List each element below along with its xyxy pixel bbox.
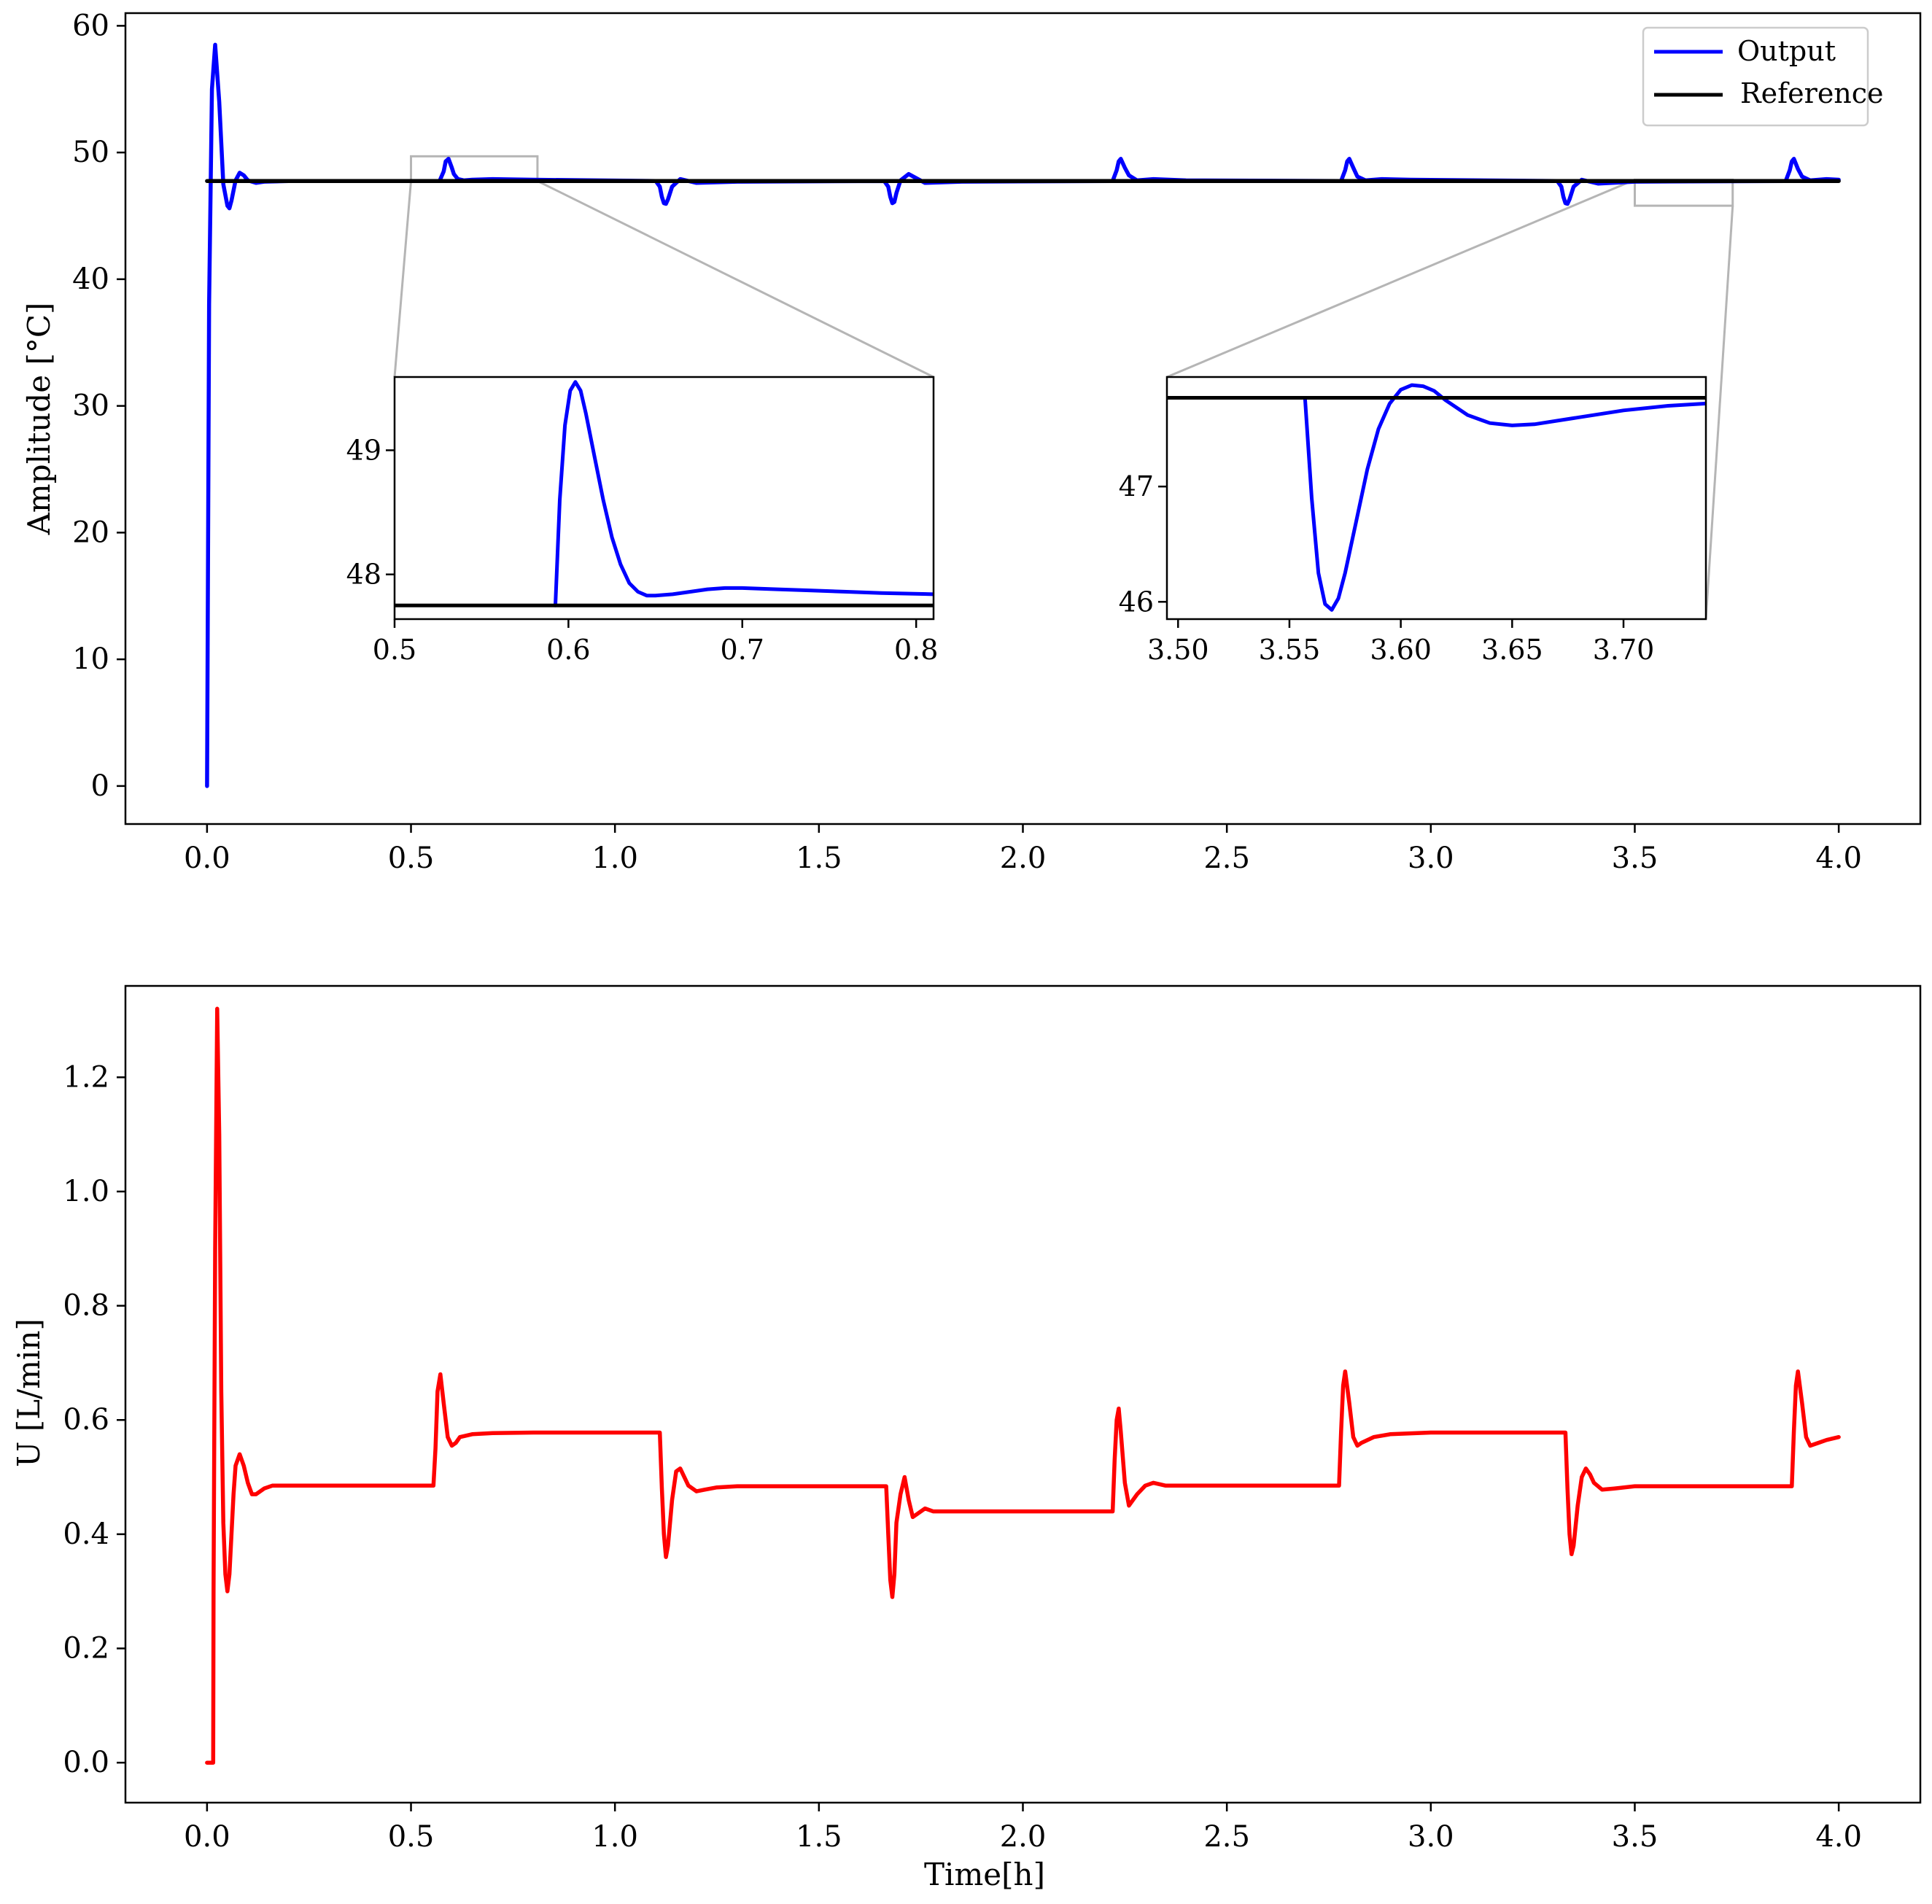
inset-2-series-output-line — [1303, 383, 1706, 612]
temperature-x-tick-label-3: 1.5 — [796, 842, 842, 875]
temperature-y-tick-label-4: 40 — [72, 263, 109, 296]
control-x-tick-label-0: 0.0 — [184, 1820, 230, 1854]
control-series-u-line — [205, 1006, 1841, 1765]
inset-1-lines — [395, 380, 934, 607]
control-y-tick-label-6: 1.2 — [63, 1060, 109, 1094]
inset-2-x-tick-label-4: 3.70 — [1593, 634, 1655, 666]
control-x-axis-label: Time[h] — [924, 1857, 1045, 1892]
inset-1-ticks: 0.5 0.6 0.7 0.8 48 49 — [346, 434, 939, 666]
control-x-tick-label-5: 2.5 — [1203, 1820, 1250, 1854]
control-chart: 0.0 0.5 1.0 1.5 2.0 2.5 3.0 3.5 4.0 0.0 0.2 0.4 0.6 0… — [11, 984, 1922, 1892]
inset-2-y-tick-label-1: 47 — [1119, 470, 1154, 502]
control-x-tick-label-8: 4.0 — [1815, 1820, 1862, 1854]
inset-2-y-tick-label-0: 46 — [1119, 586, 1154, 618]
legend-output-label: Output — [1737, 35, 1836, 67]
temperature-y-tick-label-5: 50 — [72, 136, 109, 169]
inset-2-x-tick-label-1: 3.55 — [1259, 634, 1321, 666]
inset-1-series-output-line — [554, 380, 934, 607]
temperature-lines — [205, 42, 1841, 788]
inset-1-x-tick-label-1: 0.6 — [546, 634, 590, 666]
temperature-x-tick-label-6: 3.0 — [1408, 842, 1454, 875]
inset-2-ticks: 3.50 3.55 3.60 3.65 3.70 46 47 — [1119, 470, 1655, 666]
zoom-rect-1 — [410, 155, 539, 182]
control-axes-frame — [124, 984, 1922, 1804]
temperature-x-tick-label-2: 1.0 — [591, 842, 638, 875]
temperature-x-tick-label-4: 2.0 — [1000, 842, 1047, 875]
zoom-connector-1a — [393, 181, 413, 378]
temperature-y-tick-label-6: 60 — [72, 9, 109, 42]
control-ticks: 0.0 0.5 1.0 1.5 2.0 2.5 3.0 3.5 4.0 0.0 0.2 0.4 0.6 0… — [63, 1060, 1862, 1854]
inset-2-x-tick-label-3: 3.65 — [1481, 634, 1543, 666]
control-x-tick-label-6: 3.0 — [1408, 1820, 1454, 1854]
temperature-y-tick-label-3: 30 — [72, 389, 109, 423]
temperature-y-axis-label: Amplitude [°C] — [21, 303, 57, 536]
zoom-inset-2: 3.50 3.55 3.60 3.65 3.70 46 47 — [1119, 376, 1707, 666]
control-y-tick-label-1: 0.2 — [63, 1632, 109, 1666]
temperature-y-tick-label-2: 20 — [72, 516, 109, 549]
control-x-tick-label-3: 1.5 — [796, 1820, 842, 1854]
temperature-chart: 0.0 0.5 1.0 1.5 2.0 2.5 3.0 3.5 4.0 0 10 20 30 40 50 60… — [21, 9, 1922, 875]
inset-1-x-tick-label-0: 0.5 — [373, 634, 416, 666]
legend: Output Reference — [1642, 26, 1884, 127]
control-x-tick-label-7: 3.5 — [1612, 1820, 1659, 1854]
inset-1-y-tick-label-1: 49 — [346, 434, 381, 466]
temperature-x-tick-label-8: 4.0 — [1815, 842, 1862, 875]
inset-1-y-tick-label-0: 48 — [346, 559, 381, 591]
inset-2-background — [1167, 377, 1706, 619]
temperature-y-tick-label-0: 0 — [91, 769, 109, 803]
zoom-inset-1: 0.5 0.6 0.7 0.8 48 49 — [346, 376, 939, 666]
inset-1-x-tick-label-2: 0.7 — [721, 634, 764, 666]
legend-reference-label: Reference — [1740, 77, 1884, 109]
control-lines — [205, 1006, 1841, 1765]
zoom-connector-2b — [1704, 206, 1734, 620]
temperature-y-tick-label-1: 10 — [72, 642, 109, 676]
control-y-tick-label-4: 0.8 — [63, 1289, 109, 1323]
inset-2-lines — [1167, 383, 1706, 612]
control-y-tick-label-2: 0.4 — [63, 1518, 109, 1551]
zoom-rect-2 — [1633, 178, 1734, 207]
control-y-tick-label-5: 1.0 — [63, 1175, 109, 1208]
control-y-axis-label: U [L/min] — [11, 1318, 47, 1467]
inset-2-frame — [1165, 376, 1707, 621]
control-x-tick-label-2: 1.0 — [591, 1820, 638, 1854]
temperature-x-tick-label-1: 0.5 — [388, 842, 435, 875]
inset-1-background — [395, 377, 934, 619]
control-x-tick-label-4: 2.0 — [1000, 1820, 1047, 1854]
control-y-tick-label-3: 0.6 — [63, 1403, 109, 1437]
inset-2-x-tick-label-2: 3.60 — [1370, 634, 1432, 666]
inset-1-x-tick-label-3: 0.8 — [894, 634, 938, 666]
temperature-ticks: 0.0 0.5 1.0 1.5 2.0 2.5 3.0 3.5 4.0 0 10 20 30 40 50 60 — [72, 9, 1862, 875]
zoom-connector-2a — [1166, 179, 1636, 378]
inset-1-frame — [393, 376, 935, 621]
zoom-connector-1b — [537, 179, 934, 378]
inset-2-x-tick-label-0: 3.50 — [1147, 634, 1209, 666]
temperature-x-tick-label-5: 2.5 — [1203, 842, 1250, 875]
temperature-x-tick-label-0: 0.0 — [184, 842, 230, 875]
control-x-tick-label-1: 0.5 — [388, 1820, 435, 1854]
control-y-tick-label-0: 0.0 — [63, 1746, 109, 1779]
temperature-x-tick-label-7: 3.5 — [1612, 842, 1659, 875]
